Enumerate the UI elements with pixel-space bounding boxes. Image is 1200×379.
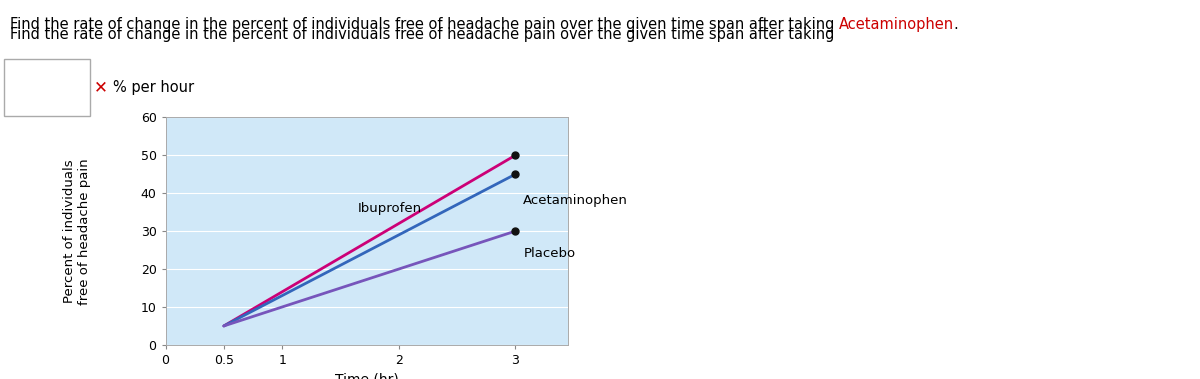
X-axis label: Time (hr): Time (hr) (335, 373, 398, 379)
Text: Find the rate of change in the percent of individuals free of headache pain over: Find the rate of change in the percent o… (10, 17, 839, 32)
Text: Percent of individuals
free of headache pain: Percent of individuals free of headache … (64, 158, 91, 304)
Text: .: . (954, 17, 959, 32)
Text: Ibuprofen: Ibuprofen (358, 202, 422, 215)
Text: Find the rate of change in the percent of individuals free of headache pain over: Find the rate of change in the percent o… (10, 27, 839, 42)
Text: Acetaminophen: Acetaminophen (523, 194, 628, 207)
Text: ✕: ✕ (94, 78, 108, 96)
Text: % per hour: % per hour (113, 80, 194, 95)
Text: Placebo: Placebo (523, 247, 576, 260)
Text: Acetaminophen: Acetaminophen (839, 17, 954, 32)
Text: 13.33: 13.33 (26, 80, 67, 95)
